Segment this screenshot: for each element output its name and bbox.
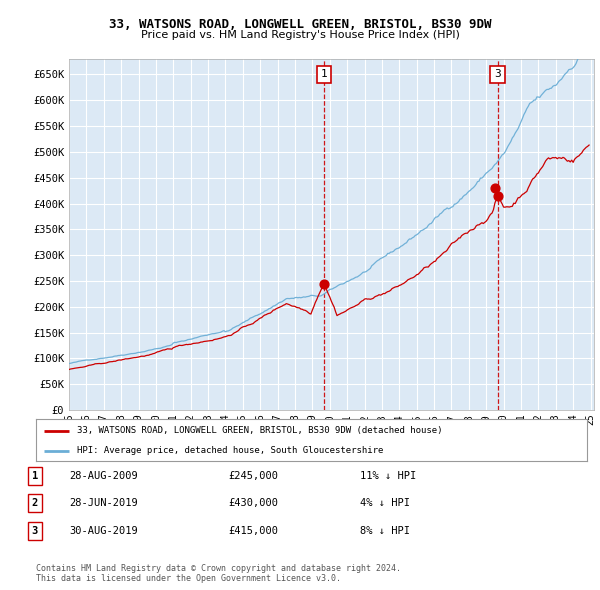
Text: 8% ↓ HPI: 8% ↓ HPI <box>360 526 410 536</box>
Point <box>493 191 502 201</box>
Text: £415,000: £415,000 <box>228 526 278 536</box>
Point <box>319 279 329 289</box>
Text: 33, WATSONS ROAD, LONGWELL GREEN, BRISTOL, BS30 9DW: 33, WATSONS ROAD, LONGWELL GREEN, BRISTO… <box>109 18 491 31</box>
Text: 1: 1 <box>320 70 327 80</box>
Text: 1: 1 <box>32 471 38 481</box>
Text: 11% ↓ HPI: 11% ↓ HPI <box>360 471 416 481</box>
Text: 3: 3 <box>32 526 38 536</box>
Text: £430,000: £430,000 <box>228 499 278 508</box>
Text: 3: 3 <box>494 70 501 80</box>
Text: 33, WATSONS ROAD, LONGWELL GREEN, BRISTOL, BS30 9DW (detached house): 33, WATSONS ROAD, LONGWELL GREEN, BRISTO… <box>77 427 443 435</box>
Text: 30-AUG-2019: 30-AUG-2019 <box>69 526 138 536</box>
Text: 28-AUG-2009: 28-AUG-2009 <box>69 471 138 481</box>
Text: Contains HM Land Registry data © Crown copyright and database right 2024.
This d: Contains HM Land Registry data © Crown c… <box>36 563 401 583</box>
Point <box>490 183 500 193</box>
Text: 2: 2 <box>32 499 38 508</box>
Text: £245,000: £245,000 <box>228 471 278 481</box>
Text: 28-JUN-2019: 28-JUN-2019 <box>69 499 138 508</box>
Text: Price paid vs. HM Land Registry's House Price Index (HPI): Price paid vs. HM Land Registry's House … <box>140 30 460 40</box>
Text: 4% ↓ HPI: 4% ↓ HPI <box>360 499 410 508</box>
Text: HPI: Average price, detached house, South Gloucestershire: HPI: Average price, detached house, Sout… <box>77 446 383 455</box>
